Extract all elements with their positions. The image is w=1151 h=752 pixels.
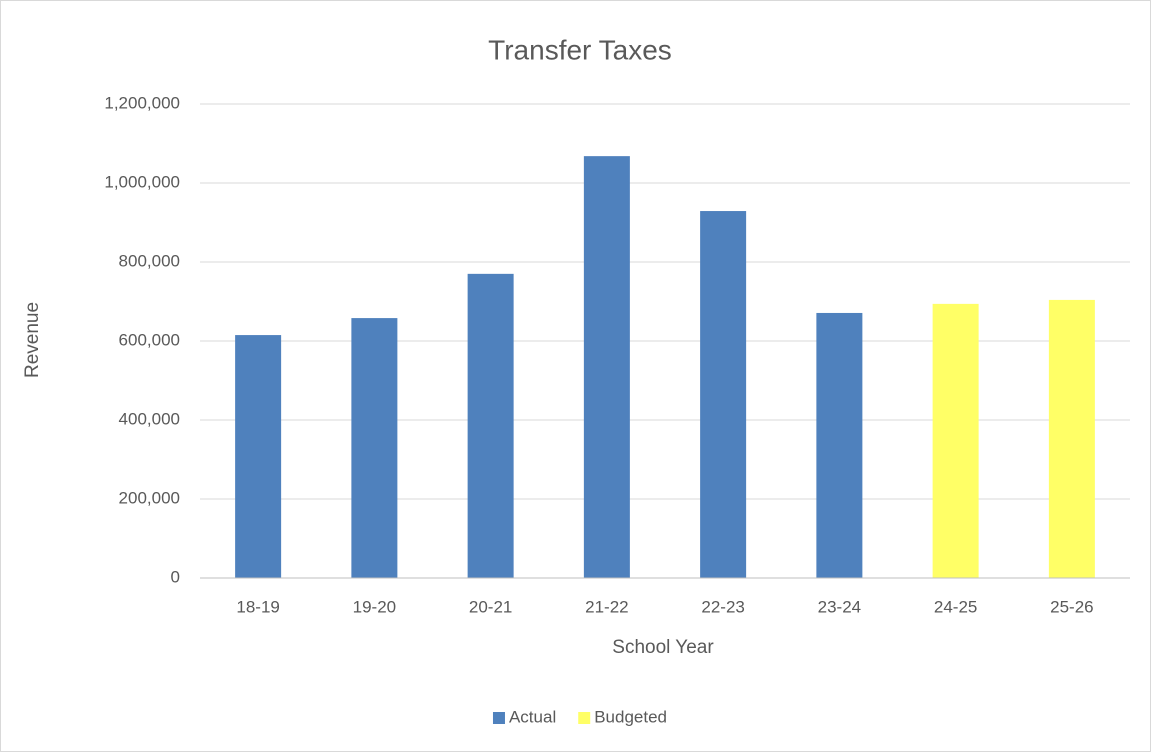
bar — [583, 156, 630, 578]
y-tick-label: 1,000,000 — [104, 172, 180, 191]
y-tick-label: 0 — [171, 567, 180, 586]
x-axis-label: School Year — [612, 637, 714, 658]
x-tick-label: 22-23 — [701, 597, 744, 616]
legend-label: Budgeted — [594, 707, 667, 726]
y-tick-label: 200,000 — [119, 488, 180, 507]
y-tick-label: 400,000 — [119, 409, 180, 428]
bar — [932, 303, 979, 578]
legend-swatch — [578, 712, 591, 724]
x-tick-label: 21-22 — [585, 597, 628, 616]
bar — [351, 318, 398, 578]
legend-label: Actual — [509, 707, 556, 726]
bar — [1048, 299, 1095, 578]
legend-swatch — [492, 712, 505, 724]
y-axis-label: Revenue — [22, 302, 43, 378]
bar — [467, 273, 514, 578]
x-tick-label: 25-26 — [1050, 597, 1093, 616]
x-tick-label: 24-25 — [934, 597, 977, 616]
x-tick-label: 20-21 — [469, 597, 512, 616]
x-tick-label: 19-20 — [353, 597, 396, 616]
y-tick-label: 600,000 — [119, 330, 180, 349]
bar — [235, 335, 282, 578]
bar — [700, 211, 747, 579]
x-tick-label: 18-19 — [236, 597, 279, 616]
y-tick-label: 800,000 — [119, 251, 180, 270]
bar — [816, 312, 863, 578]
x-tick-label: 23-24 — [818, 597, 861, 616]
chart-title: Transfer Taxes — [488, 34, 672, 65]
y-tick-label: 1,200,000 — [104, 93, 180, 112]
